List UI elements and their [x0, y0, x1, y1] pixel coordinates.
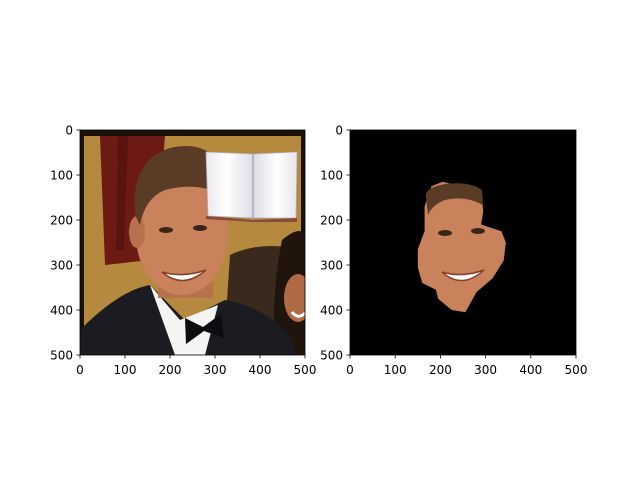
left-ytick-label: 200 [50, 214, 73, 228]
white-shirt [150, 285, 218, 355]
left-axes-frame [79, 129, 306, 356]
right-xtick-label: 0 [346, 363, 354, 377]
left-ytick-label: 0 [65, 124, 73, 138]
left-ytick-label: 400 [50, 304, 73, 318]
man-ear [129, 216, 145, 248]
right-xtick-label: 200 [429, 363, 452, 377]
mask-hair [425, 183, 483, 215]
right-xtick-label: 300 [474, 363, 497, 377]
face-mask-region [417, 181, 506, 313]
left-ytick-label: 500 [50, 349, 73, 363]
right-ytick-label: 500 [320, 349, 343, 363]
left-xtick-label: 0 [76, 363, 84, 377]
right-xtick-label: 100 [384, 363, 407, 377]
right-ytick-label: 100 [320, 169, 343, 183]
right-xtick-label: 400 [519, 363, 542, 377]
photo-left-border [80, 130, 84, 355]
man-hair [134, 146, 226, 225]
left-ytick-label: 100 [50, 169, 73, 183]
left-xtick-label: 500 [294, 363, 317, 377]
red-curtain-fold [116, 136, 128, 250]
left-xtick-label: 400 [249, 363, 272, 377]
photo-dark-border [80, 130, 305, 136]
left-xtick-label: 200 [159, 363, 182, 377]
left-xtick-label: 100 [114, 363, 137, 377]
mask-smile [441, 269, 485, 282]
mask-left-eye [438, 230, 452, 236]
left-image-panel [80, 130, 305, 355]
right-axes-frame [349, 129, 577, 356]
right-xtick-label: 500 [565, 363, 588, 377]
open-book-icon [205, 151, 298, 222]
mask-right-eye [471, 228, 485, 234]
man-face [136, 175, 228, 295]
right-image-panel [350, 130, 576, 355]
left-ytick-label: 300 [50, 259, 73, 273]
right-ytick-label: 200 [320, 214, 343, 228]
man-left-eye [159, 227, 173, 233]
left-xtick-label: 300 [204, 363, 227, 377]
man-right-eye [193, 225, 207, 231]
bow-tie [185, 314, 224, 344]
man-smile [161, 269, 207, 282]
right-ytick-label: 300 [320, 259, 343, 273]
right-ytick-label: 400 [320, 304, 343, 318]
right-ytick-label: 0 [335, 124, 343, 138]
woman-face [284, 274, 305, 322]
woman-smile [290, 311, 305, 318]
